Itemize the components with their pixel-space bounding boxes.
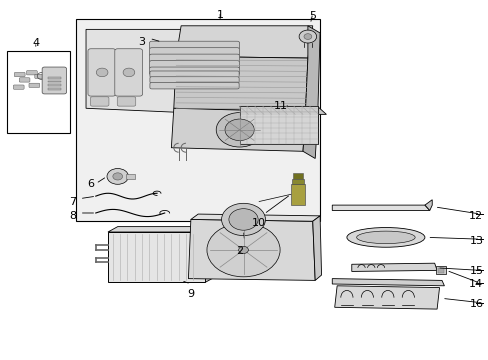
- Polygon shape: [312, 216, 321, 280]
- Text: 1: 1: [216, 10, 223, 20]
- Text: 14: 14: [468, 279, 483, 289]
- Polygon shape: [331, 205, 429, 211]
- Text: 7: 7: [69, 197, 76, 207]
- Bar: [290, 184, 305, 205]
- Bar: [48, 88, 61, 90]
- Polygon shape: [86, 30, 249, 116]
- FancyBboxPatch shape: [42, 67, 66, 94]
- Circle shape: [46, 77, 53, 82]
- FancyBboxPatch shape: [26, 71, 37, 75]
- Polygon shape: [176, 26, 312, 58]
- Bar: [292, 179, 304, 184]
- Circle shape: [299, 30, 316, 43]
- FancyBboxPatch shape: [149, 41, 239, 49]
- Text: 15: 15: [468, 266, 483, 276]
- Polygon shape: [424, 200, 431, 211]
- Text: 11: 11: [273, 101, 287, 111]
- Polygon shape: [188, 220, 315, 280]
- FancyBboxPatch shape: [149, 67, 239, 75]
- FancyBboxPatch shape: [29, 83, 40, 87]
- Circle shape: [123, 68, 135, 77]
- FancyBboxPatch shape: [149, 48, 239, 55]
- Text: 10: 10: [252, 218, 265, 228]
- Circle shape: [228, 209, 258, 230]
- Text: 8: 8: [69, 211, 76, 221]
- Polygon shape: [239, 107, 317, 144]
- Text: 13: 13: [468, 236, 483, 246]
- Text: 3: 3: [138, 37, 145, 46]
- Bar: [48, 84, 61, 86]
- Polygon shape: [190, 214, 320, 221]
- Bar: [108, 232, 205, 282]
- Polygon shape: [351, 263, 436, 271]
- Text: 12: 12: [468, 211, 483, 221]
- FancyBboxPatch shape: [149, 60, 239, 68]
- Circle shape: [107, 168, 128, 184]
- Bar: [48, 77, 61, 79]
- Polygon shape: [334, 286, 439, 309]
- FancyBboxPatch shape: [117, 97, 136, 106]
- Bar: [437, 267, 444, 273]
- Ellipse shape: [346, 228, 424, 247]
- FancyBboxPatch shape: [35, 74, 45, 78]
- Circle shape: [238, 246, 248, 253]
- Text: 5: 5: [308, 12, 316, 22]
- Polygon shape: [205, 226, 215, 282]
- FancyBboxPatch shape: [13, 85, 24, 89]
- Text: 4: 4: [32, 39, 40, 48]
- Text: 16: 16: [468, 299, 483, 309]
- Polygon shape: [239, 107, 326, 114]
- Polygon shape: [173, 56, 307, 112]
- FancyBboxPatch shape: [88, 49, 116, 96]
- FancyBboxPatch shape: [150, 82, 239, 89]
- FancyBboxPatch shape: [90, 97, 109, 106]
- Bar: [293, 173, 303, 179]
- Circle shape: [96, 68, 108, 77]
- Text: 2: 2: [236, 246, 243, 256]
- FancyBboxPatch shape: [149, 54, 239, 62]
- Text: 6: 6: [87, 179, 94, 189]
- Bar: [76, 19, 320, 221]
- Bar: [435, 266, 446, 274]
- Polygon shape: [171, 108, 305, 151]
- Bar: [6, 51, 70, 134]
- Circle shape: [216, 113, 263, 147]
- Bar: [48, 81, 61, 82]
- FancyBboxPatch shape: [150, 71, 239, 77]
- Bar: [126, 174, 135, 179]
- Circle shape: [206, 223, 280, 277]
- Circle shape: [224, 119, 254, 140]
- FancyBboxPatch shape: [14, 72, 25, 77]
- Circle shape: [304, 34, 311, 40]
- Polygon shape: [108, 226, 215, 232]
- Polygon shape: [331, 279, 444, 286]
- FancyBboxPatch shape: [19, 78, 30, 82]
- Circle shape: [221, 203, 265, 235]
- Polygon shape: [305, 26, 320, 119]
- Circle shape: [113, 173, 122, 180]
- Polygon shape: [303, 112, 317, 158]
- Ellipse shape: [356, 231, 414, 244]
- FancyBboxPatch shape: [150, 77, 239, 83]
- Text: 9: 9: [187, 289, 194, 300]
- FancyBboxPatch shape: [115, 49, 142, 96]
